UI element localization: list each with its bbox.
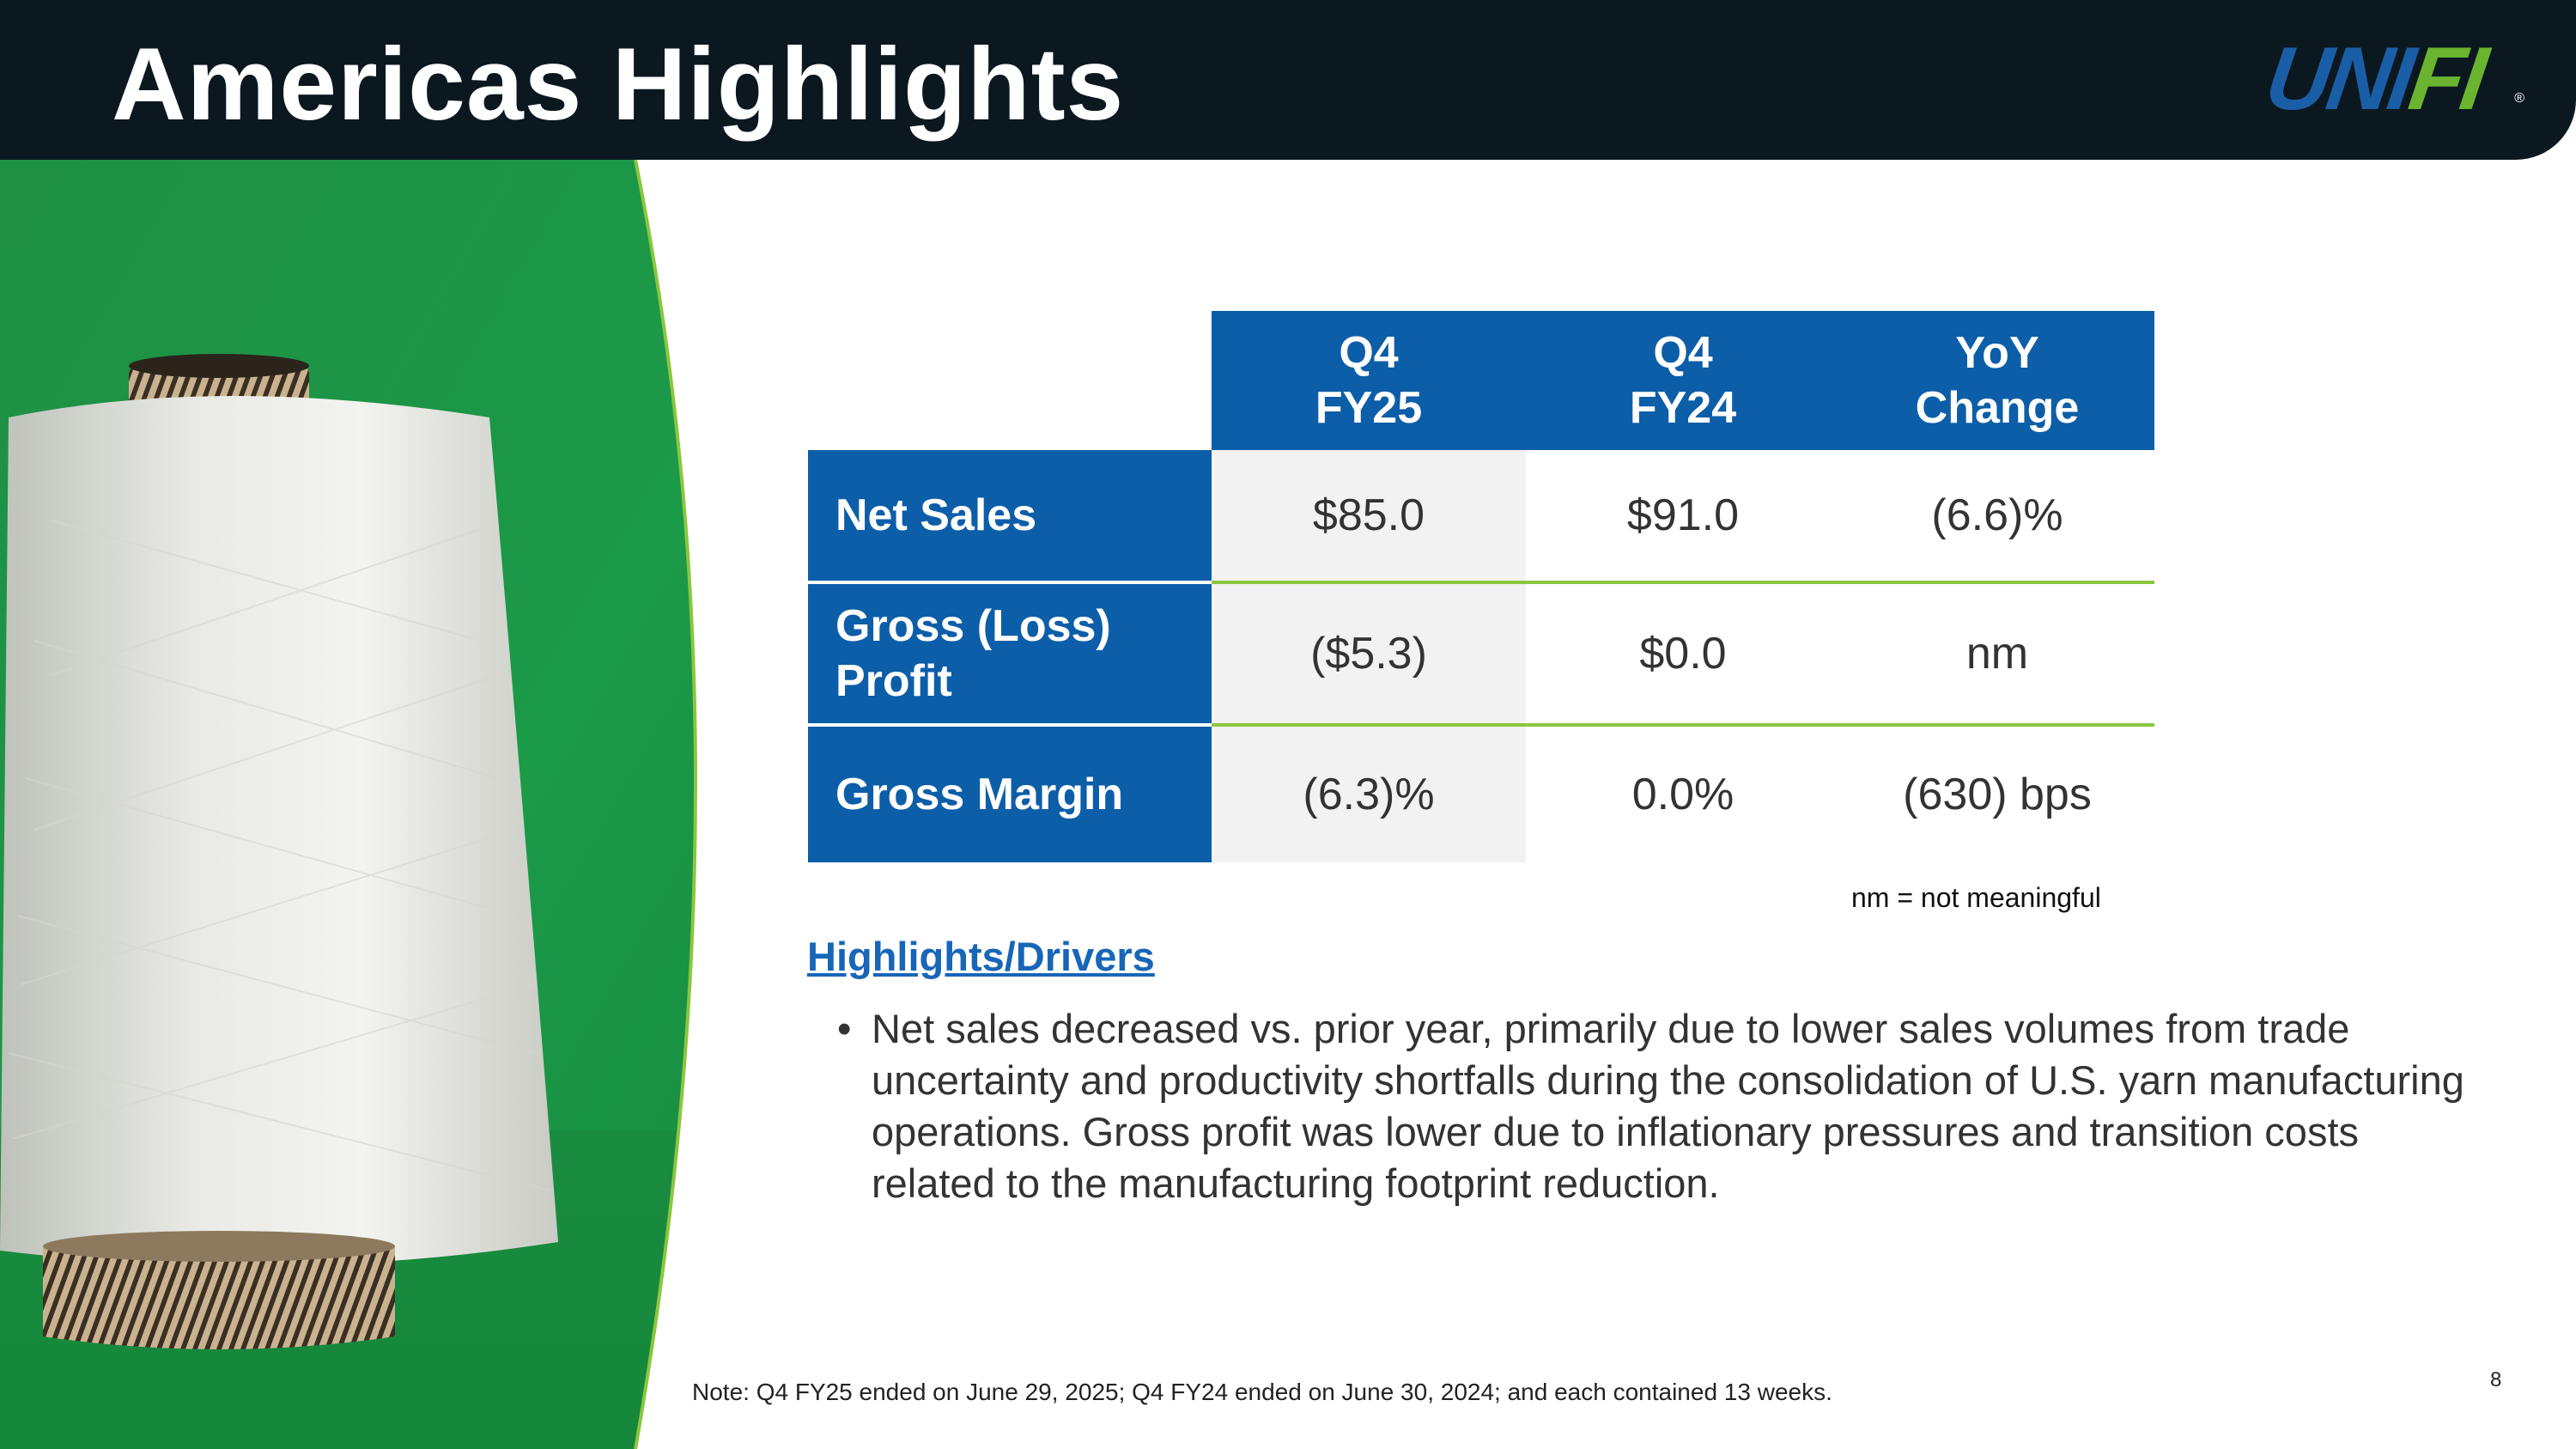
- row-label-gross-margin: Gross Margin: [808, 725, 1212, 862]
- table-corner: [808, 311, 1212, 450]
- highlights-drivers-heading: Highlights/Drivers: [807, 934, 1155, 979]
- table-cell: (6.6)%: [1840, 450, 2154, 584]
- financial-table: Q4 FY25 Q4 FY24 YoY Change Net Sales $85.0 …: [808, 311, 2154, 862]
- table-cell: ($5.3): [1212, 582, 1526, 727]
- row-label-gross-profit: Gross (Loss) Profit: [808, 582, 1212, 727]
- column-header-q4-fy25: Q4 FY25: [1212, 311, 1526, 450]
- table-cell: $91.0: [1526, 450, 1840, 584]
- column-header-q4-fy24: Q4 FY24: [1526, 311, 1840, 450]
- logo-registered-mark: ®: [2514, 91, 2524, 106]
- header-bar: Americas Highlights UNIFI ®: [0, 0, 2576, 160]
- table-cell: $0.0: [1526, 582, 1840, 727]
- footnote: Note: Q4 FY25 ended on June 29, 2025; Q4…: [692, 1379, 1832, 1405]
- yarn-cone-image: [0, 160, 697, 1449]
- table-cell: $85.0: [1212, 450, 1526, 584]
- unifi-logo: UNIFI ®: [2260, 29, 2524, 129]
- table-cell: (630) bps: [1903, 770, 2092, 819]
- table-row: Gross (Loss) Profit ($5.3) $0.0 nm: [808, 582, 2154, 727]
- page-title: Americas Highlights: [112, 27, 1125, 142]
- nm-footnote: nm = not meaningful: [1851, 882, 2101, 913]
- list-item: • Net sales decreased vs. prior year, pr…: [837, 1003, 2486, 1209]
- bullet-text: Net sales decreased vs. prior year, prim…: [872, 1006, 2464, 1206]
- table-row: Net Sales $85.0 $91.0 (6.6)%: [808, 450, 2154, 584]
- bullet-icon: •: [837, 1006, 852, 1051]
- page-number: 8: [2490, 1368, 2502, 1391]
- logo-wordmark: UNIFI: [2259, 29, 2490, 129]
- table-cell: (6.3)%: [1212, 725, 1526, 862]
- table-header-row: Q4 FY25 Q4 FY24 YoY Change: [808, 311, 2154, 450]
- table-cell: 0.0%: [1631, 770, 1735, 819]
- table-row: Gross Margin (6.3)% 0.0% (630) bps: [808, 725, 2154, 862]
- row-label-net-sales: Net Sales: [808, 450, 1212, 584]
- table-cell: nm: [1840, 582, 2154, 727]
- column-header-yoy-change: YoY Change: [1840, 311, 2154, 450]
